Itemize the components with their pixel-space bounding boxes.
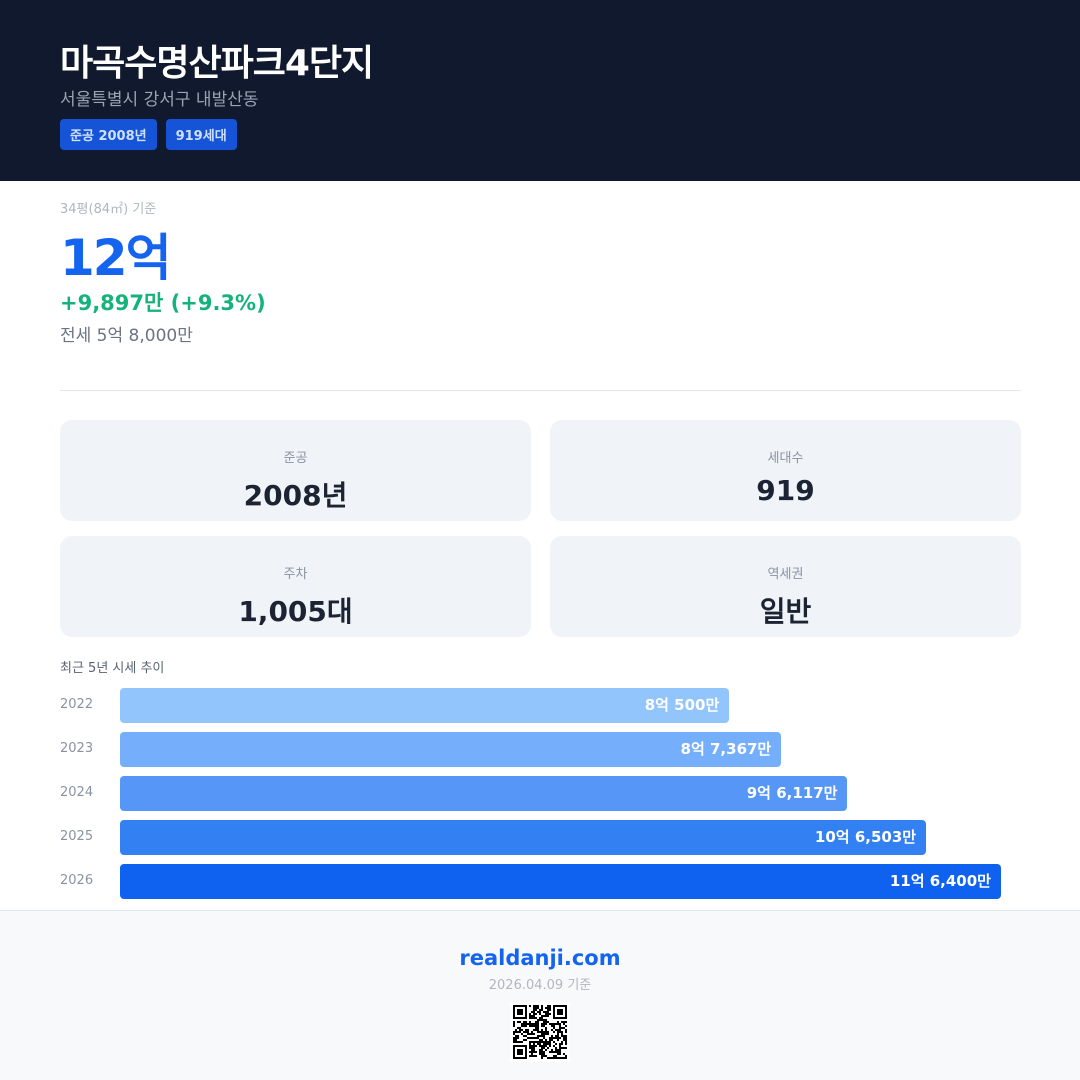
price-value: 12억: [60, 229, 172, 287]
year-label: 2022: [60, 697, 94, 712]
address: 서울특별시 강서구 내발산동: [60, 90, 259, 110]
badge-built-year: 준공 2008년: [60, 119, 157, 150]
stat-card-households: 세대수 919: [550, 420, 1021, 521]
stat-value: 일반: [759, 595, 812, 628]
year-label: 2025: [60, 829, 94, 844]
price-change: +9,897만 (+9.3%): [60, 291, 266, 315]
stat-card-parking: 주차 1,005대: [60, 536, 531, 637]
header: 마곡수명산파크4단지 서울특별시 강서구 내발산동 준공 2008년 919세대: [0, 0, 1080, 181]
stat-label: 역세권: [767, 567, 804, 582]
stat-value: 2008년: [243, 479, 348, 512]
stat-card-built: 준공 2008년: [60, 420, 531, 521]
data-date: 2026.04.09 기준: [488, 978, 592, 993]
footer: realdanji.com 2026.04.09 기준: [0, 910, 1080, 1080]
chart-title: 최근 5년 시세 추이: [60, 661, 165, 676]
bar-2025: 10억 6,503만: [120, 820, 927, 855]
year-label: 2023: [60, 741, 94, 756]
bar-2023: 8억 7,367만: [120, 732, 782, 767]
year-label: 2024: [60, 785, 94, 800]
stat-value: 919: [756, 474, 815, 507]
year-label: 2026: [60, 873, 94, 888]
bar-2022: 8억 500만: [120, 688, 730, 723]
price-basis: 34평(84㎡) 기준: [60, 202, 157, 217]
bar-2024: 9억 6,117만: [120, 776, 848, 811]
jeonse-price: 전세 5억 8,000만: [60, 326, 193, 346]
complex-title: 마곡수명산파크4단지: [60, 43, 374, 84]
stat-value: 1,005대: [238, 595, 353, 628]
stat-label: 주차: [283, 567, 308, 582]
stat-label: 준공: [283, 451, 308, 466]
qr-code-icon: [510, 1002, 570, 1062]
stat-label: 세대수: [767, 451, 804, 466]
badge-households: 919세대: [165, 119, 237, 150]
divider: [60, 390, 1021, 391]
site-link[interactable]: realdanji.com: [459, 946, 621, 970]
bar-2026: 11억 6,400만: [120, 864, 1001, 899]
